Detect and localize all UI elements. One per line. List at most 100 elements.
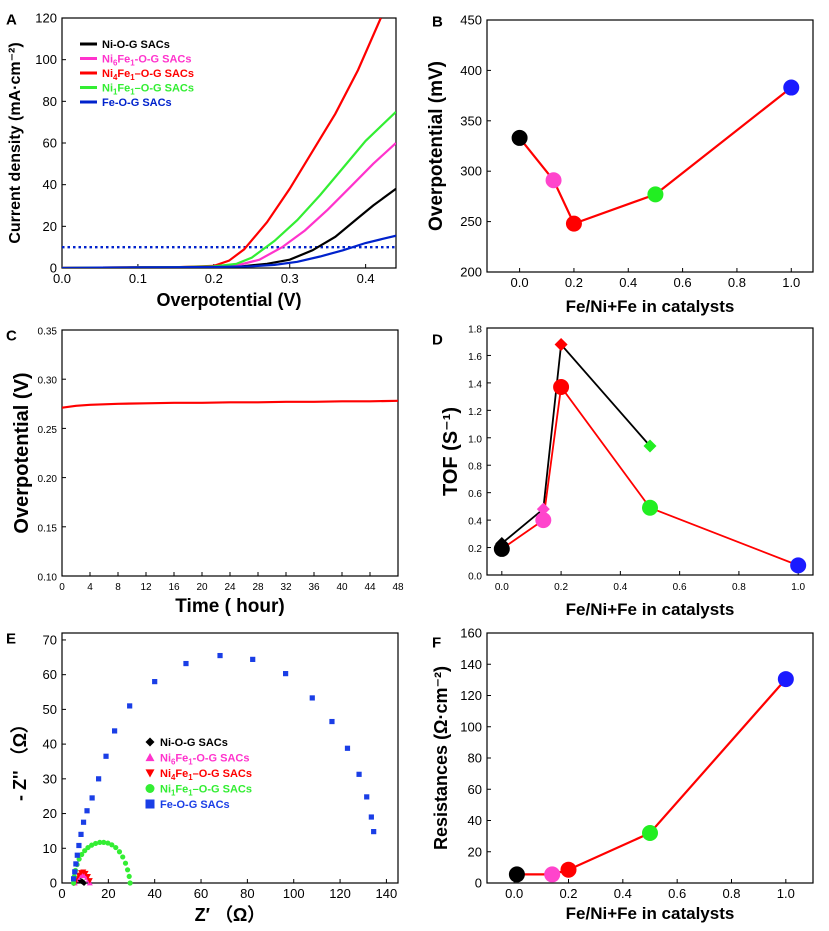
legend-label-part-3: 1	[188, 773, 193, 782]
data-point	[344, 745, 351, 751]
x-tick-label: 12	[140, 582, 152, 593]
x-tick-label: 0.2	[205, 271, 223, 286]
data-point	[783, 79, 800, 96]
x-axis-label: Z′ （Ω）	[195, 905, 266, 925]
x-tick-label: 40	[147, 886, 161, 901]
y-tick-label: 30	[43, 771, 57, 786]
legend-label: Fe-O-G SACs	[102, 97, 172, 109]
x-tick-label: 20	[196, 582, 208, 593]
y-tick-label: 40	[43, 177, 57, 192]
data-line	[516, 678, 787, 876]
x-tick-label: 0	[58, 886, 65, 901]
panel-f: 0.0 0.2 0.4 0.6 0.8 1.0 0 20 40 60 80 100 120 140 160 F…	[431, 626, 814, 923]
data-point	[78, 831, 84, 837]
series-line	[62, 234, 396, 268]
data-point	[183, 660, 189, 667]
y-tick-label: 0.4	[468, 517, 482, 528]
y-tick-label: 40	[43, 737, 57, 752]
legend-label-part-2: Fe	[117, 83, 130, 95]
x-tick-label: 0.4	[357, 271, 375, 286]
panel-d: 0.0 0.2 0.4 0.6 0.8 1.0 0.0 0.2 0.4 0.6 0.8 1.0 1.2 1…	[432, 325, 814, 619]
panel-a: 0.0 0.1 0.2 0.3 0.4 0 20 40 60 80 100 120 Overpotent…	[6, 11, 397, 310]
panel-letter: B	[432, 13, 443, 30]
data-line	[501, 342, 651, 545]
x-tick-label: 16	[168, 582, 180, 593]
panel-letter: F	[432, 634, 441, 651]
x-tick-label: 0.6	[673, 582, 687, 593]
x-tick-label: 0.8	[722, 886, 740, 901]
data-point	[554, 337, 568, 351]
x-tick-label: 80	[240, 886, 254, 901]
data-point	[643, 439, 657, 453]
y-tick-label: 0.10	[38, 573, 58, 584]
x-tick-label: 100	[283, 886, 305, 901]
data-point	[152, 679, 158, 685]
data-point	[80, 869, 87, 875]
plot-frame	[486, 327, 814, 576]
data-point	[777, 671, 794, 688]
data-point	[126, 873, 132, 880]
x-tick-label: 28	[252, 582, 264, 593]
legend-label-part-1: 1	[113, 88, 118, 97]
y-axis-label: Overpotential (mV)	[426, 61, 447, 231]
data-point	[124, 867, 131, 873]
legend-marker	[145, 799, 155, 809]
data-point	[89, 842, 95, 848]
legend-label: Ni4Fe1–O-G SACs	[160, 768, 252, 782]
x-tick-label: 0.0	[505, 886, 523, 901]
y-tick-label: 350	[460, 113, 482, 128]
x-tick-label: 0.2	[565, 275, 583, 290]
x-tick-label: 1.0	[777, 886, 795, 901]
panel-letter: C	[6, 327, 17, 344]
y-axis-label: Overpotential (V)	[11, 372, 33, 533]
x-tick-label: 0.4	[613, 582, 627, 593]
data-point	[127, 880, 133, 886]
y-tick-label: 100	[35, 52, 57, 67]
data-point	[80, 819, 87, 825]
data-point	[511, 129, 528, 146]
plot-frame	[61, 329, 399, 577]
panel-c: 0 4 8 12 16 20 24 28 32 36 40 44 480.100.150.200.250…	[6, 327, 404, 618]
data-point	[356, 771, 362, 777]
x-axis-label: Fe/Ni+Fe in catalysts	[566, 297, 735, 316]
y-tick-label: 0	[50, 261, 57, 276]
y-tick-label: 60	[468, 782, 482, 797]
y-tick-label: 0.35	[38, 327, 58, 338]
series-line	[62, 399, 398, 409]
x-tick-label: 0.8	[728, 275, 746, 290]
x-tick-label: 20	[101, 886, 115, 901]
legend-label: Ni1Fe1–O-G SACs	[102, 83, 194, 97]
legend-label: Ni6Fe1-O-G SACs	[102, 54, 192, 68]
legend-label-part-2: Fe	[117, 54, 130, 66]
data-point	[72, 869, 78, 875]
y-tick-label: 0	[475, 876, 482, 891]
data-point	[120, 854, 126, 860]
x-tick-label: 32	[280, 582, 292, 593]
data-point	[112, 728, 118, 734]
y-tick-label: 120	[35, 11, 57, 26]
y-tick-label: 400	[460, 63, 482, 78]
legend-label-part-4: –O-G SACs	[135, 68, 194, 80]
data-point	[101, 839, 107, 845]
x-axis-label: Fe/Ni+Fe in catalysts	[566, 600, 735, 619]
x-tick-label: 0.6	[668, 886, 686, 901]
data-point	[250, 656, 256, 662]
y-tick-label: 20	[43, 219, 57, 234]
legend-label-part-0: Fe-O-G SACs	[102, 97, 172, 109]
x-tick-label: 0.0	[511, 275, 529, 290]
y-tick-label: 450	[460, 13, 482, 28]
y-tick-label: 60	[43, 667, 57, 682]
x-tick-label: 60	[194, 886, 208, 901]
y-axis-label: Current density (mA·cm⁻²)	[7, 42, 24, 243]
data-point	[84, 874, 91, 880]
data-point	[127, 703, 133, 709]
y-tick-label: 1.0	[468, 434, 482, 445]
y-tick-label: 140	[460, 657, 482, 672]
legend-label-part-4: –O-G SACs	[135, 83, 194, 95]
legend-marker	[145, 769, 155, 778]
legend-label-part-0: Ni	[160, 753, 171, 765]
y-tick-label: 160	[460, 626, 482, 641]
x-tick-label: 24	[224, 582, 236, 593]
data-point	[79, 851, 85, 858]
